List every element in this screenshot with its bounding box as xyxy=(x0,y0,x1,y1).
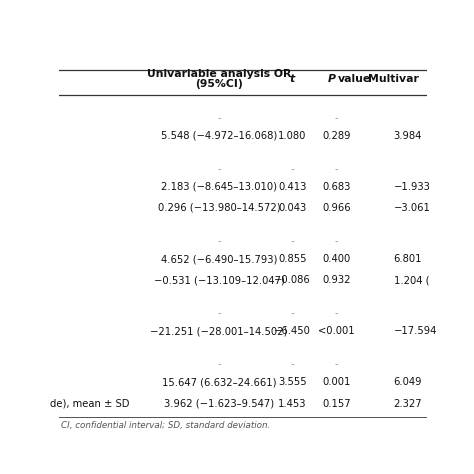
Text: CI, confidential interval; SD, standard deviation.: CI, confidential interval; SD, standard … xyxy=(61,421,270,430)
Text: −3.061: −3.061 xyxy=(393,203,430,213)
Text: 2.183 (−8.645–13.010): 2.183 (−8.645–13.010) xyxy=(161,182,277,192)
Text: 4.652 (−6.490–15.793): 4.652 (−6.490–15.793) xyxy=(161,254,277,264)
Text: 3.555: 3.555 xyxy=(278,377,307,387)
Text: t: t xyxy=(290,74,295,84)
Text: −1.933: −1.933 xyxy=(393,182,430,192)
Text: Univariable analysis OR: Univariable analysis OR xyxy=(147,69,291,79)
Text: −0.086: −0.086 xyxy=(274,275,311,285)
Text: <0.001: <0.001 xyxy=(318,326,355,337)
Text: -: - xyxy=(217,236,221,246)
Text: -: - xyxy=(217,309,221,319)
Text: −17.594: −17.594 xyxy=(393,326,437,337)
Text: 0.413: 0.413 xyxy=(278,182,307,192)
Text: -: - xyxy=(335,309,338,319)
Text: −0.531 (−13.109–12.047): −0.531 (−13.109–12.047) xyxy=(154,275,284,285)
Text: -: - xyxy=(291,164,294,174)
Text: (95%CI): (95%CI) xyxy=(195,79,243,89)
Text: 0.296 (−13.980–14.572): 0.296 (−13.980–14.572) xyxy=(158,203,280,213)
Text: 0.043: 0.043 xyxy=(278,203,307,213)
Text: -: - xyxy=(217,113,221,123)
Text: 0.001: 0.001 xyxy=(322,377,351,387)
Text: -: - xyxy=(335,164,338,174)
Text: -: - xyxy=(335,236,338,246)
Text: 0.932: 0.932 xyxy=(322,275,351,285)
Text: 0.289: 0.289 xyxy=(322,131,351,141)
Text: 1.453: 1.453 xyxy=(278,399,307,409)
Text: 0.400: 0.400 xyxy=(322,254,351,264)
Text: 0.683: 0.683 xyxy=(322,182,351,192)
Text: P: P xyxy=(328,74,336,84)
Text: Multivar: Multivar xyxy=(368,74,419,84)
Text: -: - xyxy=(291,360,294,370)
Text: 1.080: 1.080 xyxy=(278,131,307,141)
Text: -: - xyxy=(291,309,294,319)
Text: 0.855: 0.855 xyxy=(278,254,307,264)
Text: -: - xyxy=(291,236,294,246)
Text: value: value xyxy=(337,74,371,84)
Text: −21.251 (−28.001–14.502): −21.251 (−28.001–14.502) xyxy=(150,326,288,337)
Text: -: - xyxy=(335,360,338,370)
Text: 6.049: 6.049 xyxy=(393,377,422,387)
Text: -: - xyxy=(217,360,221,370)
Text: 15.647 (6.632–24.661): 15.647 (6.632–24.661) xyxy=(162,377,276,387)
Text: 2.327: 2.327 xyxy=(393,399,422,409)
Text: -: - xyxy=(217,164,221,174)
Text: 3.984: 3.984 xyxy=(393,131,422,141)
Text: −6.450: −6.450 xyxy=(274,326,311,337)
Text: 1.204 (: 1.204 ( xyxy=(393,275,429,285)
Text: 6.801: 6.801 xyxy=(393,254,422,264)
Text: 5.548 (−4.972–16.068): 5.548 (−4.972–16.068) xyxy=(161,131,277,141)
Text: -: - xyxy=(335,113,338,123)
Text: 0.966: 0.966 xyxy=(322,203,351,213)
Text: 3.962 (−1.623–9.547): 3.962 (−1.623–9.547) xyxy=(164,399,274,409)
Text: de), mean ± SD: de), mean ± SD xyxy=(50,399,129,409)
Text: 0.157: 0.157 xyxy=(322,399,351,409)
